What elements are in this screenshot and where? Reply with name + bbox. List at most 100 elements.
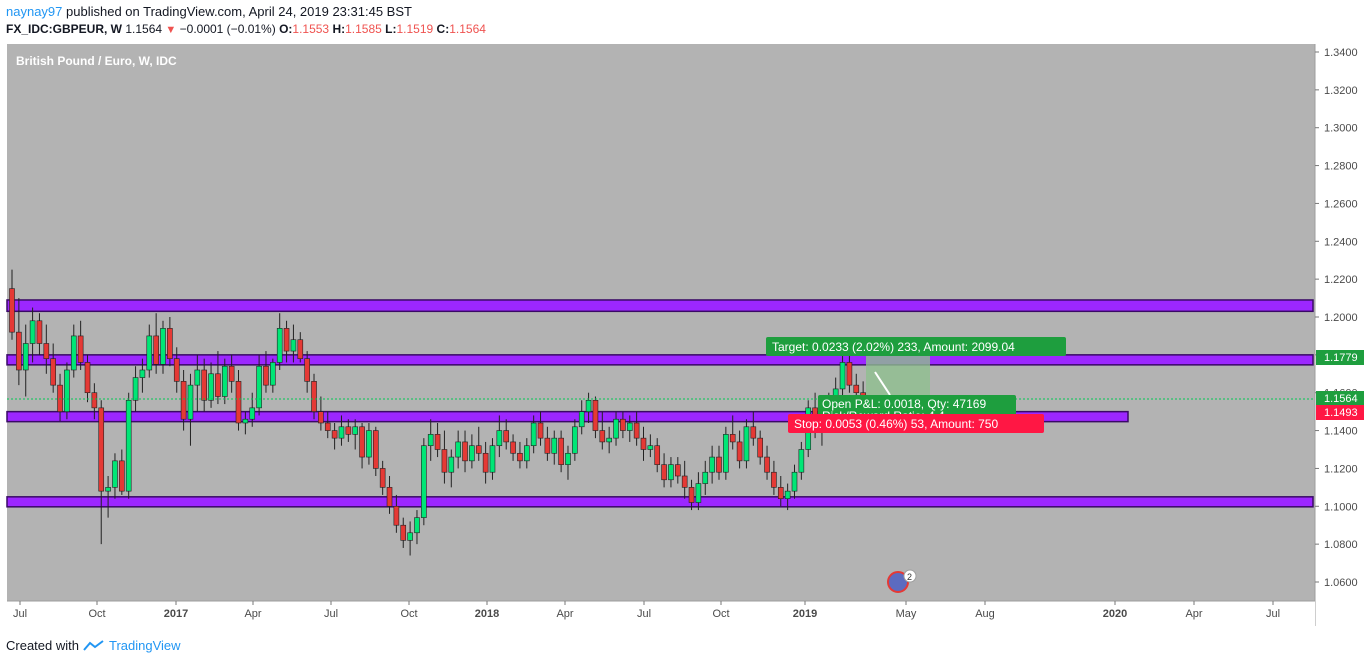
candle-body — [153, 335, 159, 365]
candle-body — [57, 384, 63, 412]
candle-body — [654, 445, 661, 465]
candle-body — [675, 464, 681, 477]
candle-body — [421, 445, 427, 518]
support-resistance-zones[interactable] — [6, 299, 1314, 508]
time-tick-label: Apr — [556, 608, 573, 620]
target-label: Target: 0.0233 (2.02%) 233, Amount: 2099… — [772, 340, 1015, 354]
candle-body — [221, 365, 228, 397]
candle-body — [750, 426, 757, 439]
candle-body — [407, 532, 413, 541]
candle-body — [661, 464, 667, 481]
time-tick-label: Apr — [1185, 608, 1202, 620]
entry-price-tag — [1316, 405, 1364, 420]
candle-body — [393, 505, 400, 526]
candle-body — [723, 434, 729, 473]
candle-body — [331, 430, 338, 439]
candle-body — [386, 487, 393, 507]
candle-body — [345, 426, 352, 435]
candle-body — [50, 358, 56, 386]
candle-body — [729, 434, 736, 443]
symbol-name: FX_IDC:GBPEUR, W — [6, 22, 123, 36]
down-arrow-icon: ▼ — [165, 24, 177, 36]
candle-body — [668, 464, 674, 481]
author-link[interactable]: naynay97 — [6, 4, 63, 19]
candle-body — [283, 328, 290, 352]
time-tick-label: Jul — [1266, 608, 1280, 620]
candle-body — [620, 418, 626, 431]
candle-body — [228, 365, 235, 382]
candle-body — [709, 456, 715, 473]
candle-body — [64, 369, 70, 412]
candle-body — [180, 381, 187, 420]
long-position-tool[interactable]: Target: 0.0233 (2.02%) 233, Amount: 2099… — [766, 337, 1066, 433]
time-tick-label: Jul — [324, 608, 338, 620]
zone-band[interactable] — [6, 496, 1314, 508]
candle-body — [173, 358, 180, 382]
zone-band[interactable] — [6, 354, 1314, 366]
candle-body — [702, 471, 709, 484]
candle-body — [324, 422, 331, 431]
candle-body — [475, 445, 482, 454]
candle-body — [263, 365, 269, 386]
price-tick-label: 1.2800 — [1324, 161, 1358, 173]
target-label-box — [766, 337, 1066, 356]
candle-body — [530, 422, 537, 447]
candle-body — [764, 456, 770, 473]
chart-title: British Pound / Euro, W, IDC — [16, 54, 177, 68]
candle-body — [469, 445, 475, 462]
time-tick-label: 2020 — [1103, 608, 1127, 620]
candle-body — [599, 430, 606, 443]
candle-body — [743, 426, 750, 462]
tradingview-link[interactable]: TradingView — [108, 638, 181, 653]
time-tick-label: Oct — [400, 608, 417, 620]
candle-body — [791, 471, 798, 492]
candle-body — [194, 369, 201, 386]
candle-body — [77, 335, 84, 363]
price-tick-label: 1.3000 — [1324, 123, 1358, 135]
publish-text: published on TradingView.com, April 24, … — [66, 4, 412, 19]
price-change: −0.0001 (−0.01%) — [179, 22, 276, 36]
candle-body — [448, 456, 455, 473]
candle-body — [489, 445, 496, 473]
close-value: 1.1564 — [449, 22, 486, 36]
candle-body — [318, 411, 324, 424]
time-tick-label: Jul — [13, 608, 27, 620]
candle-body — [297, 339, 304, 359]
candle-body — [647, 445, 654, 450]
candle-body — [119, 460, 125, 492]
candle-body — [16, 331, 22, 371]
created-with-text: Created with — [6, 638, 79, 653]
candle-body — [36, 320, 43, 344]
entry-price-label: 1.1493 — [1324, 407, 1358, 419]
candle-body — [537, 422, 544, 439]
candle-body — [414, 517, 420, 534]
candle-body — [716, 456, 722, 473]
plot-area[interactable] — [7, 44, 1315, 626]
candle-body — [688, 487, 695, 503]
candle-body — [84, 362, 91, 394]
price-tick-label: 1.2200 — [1324, 274, 1358, 286]
time-tick-label: 2019 — [793, 608, 817, 620]
events-badge[interactable]: 2 — [887, 569, 917, 593]
candle-body — [98, 407, 105, 492]
candle-body — [146, 335, 153, 371]
candle-body — [201, 369, 207, 401]
zone-band[interactable] — [6, 410, 1129, 423]
candle-body — [379, 468, 386, 488]
price-axis[interactable] — [1315, 44, 1365, 626]
candle-body — [551, 437, 558, 454]
candle-body — [839, 362, 846, 390]
pnl-line — [874, 371, 891, 396]
candle-body — [112, 460, 118, 488]
candle-body — [846, 362, 853, 386]
current-price-tag — [1316, 391, 1364, 406]
zone-band[interactable] — [6, 299, 1314, 313]
candle-body — [105, 487, 111, 492]
time-tick-label: Oct — [88, 608, 105, 620]
price-tick-label: 1.1200 — [1324, 463, 1358, 475]
publish-info: naynay97 published on TradingView.com, A… — [6, 4, 412, 19]
open-label: O: — [279, 22, 293, 36]
time-axis[interactable] — [7, 601, 1315, 626]
time-tick-label: May — [896, 608, 917, 620]
